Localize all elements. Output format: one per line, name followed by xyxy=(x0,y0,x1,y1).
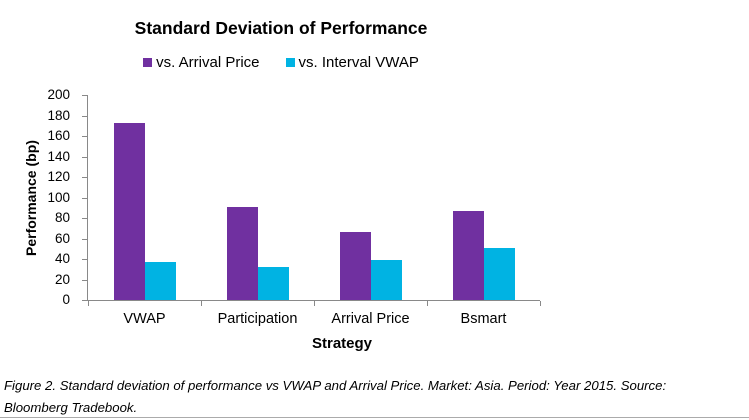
bar-arrival-price-arrival-price xyxy=(339,232,371,300)
y-tick-label: 20 xyxy=(54,271,70,287)
y-tick-label: 200 xyxy=(47,87,70,102)
bar-arrival-price-bsmart xyxy=(452,211,484,300)
chart-title: Standard Deviation of Performance xyxy=(134,18,428,38)
legend: vs. Arrival Price vs. Interval VWAP xyxy=(0,53,562,71)
category-label: Bsmart xyxy=(460,311,507,327)
x-tick-mark xyxy=(314,301,315,306)
y-tick-mark xyxy=(82,95,88,96)
legend-item-arrival-price: vs. Arrival Price xyxy=(143,53,260,71)
legend-label-arrival-price: vs. Arrival Price xyxy=(156,53,260,71)
x-tick-mark xyxy=(88,301,89,306)
y-tick-label: 180 xyxy=(47,107,70,123)
caption-line-1: Figure 2. Standard deviation of performa… xyxy=(4,378,667,393)
bar-interval-vwap-arrival-price xyxy=(370,260,402,300)
y-tick-mark xyxy=(82,218,88,219)
y-tick-mark xyxy=(82,197,88,199)
x-tick-mark xyxy=(201,301,202,306)
y-tick-mark xyxy=(82,156,88,158)
bar-interval-vwap-bsmart xyxy=(483,248,515,300)
y-tick-label: 140 xyxy=(47,148,70,164)
y-tick-mark xyxy=(82,136,88,137)
y-tick-mark xyxy=(82,115,88,117)
bar-interval-vwap-participation xyxy=(257,267,289,300)
x-tick-mark xyxy=(540,301,541,306)
y-tick-mark xyxy=(82,259,88,260)
y-tick-label: 60 xyxy=(54,230,70,246)
category-label: Arrival Price xyxy=(331,311,410,327)
legend-item-interval-vwap: vs. Interval VWAP xyxy=(285,53,419,71)
y-tick-mark xyxy=(82,279,88,281)
x-axis-title: Strategy xyxy=(311,335,373,352)
bar-interval-vwap-vwap xyxy=(144,262,176,300)
category-label: VWAP xyxy=(123,311,166,327)
y-tick-mark xyxy=(82,177,88,178)
y-tick-label: 0 xyxy=(62,292,70,307)
caption-line-2: Bloomberg Tradebook. xyxy=(4,400,138,415)
figure-caption: Figure 2. Standard deviation of performa… xyxy=(4,375,749,419)
y-tick-label: 80 xyxy=(54,210,70,225)
y-tick-label: 100 xyxy=(47,189,70,205)
legend-swatch-arrival-price xyxy=(143,57,153,67)
bar-arrival-price-participation xyxy=(226,207,258,300)
legend-label-interval-vwap: vs. Interval VWAP xyxy=(298,53,419,71)
y-tick-label: 40 xyxy=(54,251,70,266)
y-tick-label: 160 xyxy=(47,128,70,143)
legend-swatch-interval-vwap xyxy=(285,57,295,67)
category-label: Participation xyxy=(217,311,298,327)
bottom-divider xyxy=(0,417,749,418)
y-tick-label: 120 xyxy=(47,169,70,184)
y-tick-mark xyxy=(82,238,88,240)
y-tick-mark xyxy=(82,300,88,301)
x-tick-mark xyxy=(427,301,428,306)
bar-arrival-price-vwap xyxy=(113,123,145,300)
plot-area xyxy=(87,95,540,301)
